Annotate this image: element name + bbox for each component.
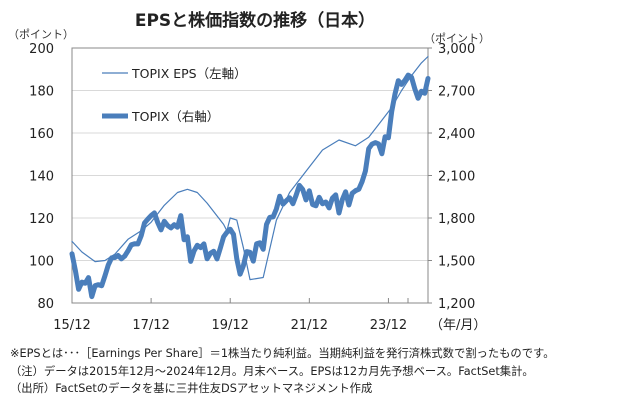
x-tick-label: 15/12 (53, 318, 90, 333)
right-tick-label: 1,800 (438, 212, 475, 227)
left-tick-label: 180 (29, 85, 54, 100)
footnotes: ※EPSとは･･･［Earnings Per Share］＝1株当たり純利益。当… (10, 345, 555, 398)
note-source: （出所）FactSetのデータを基に三井住友DSアセットマネジメント作成 (10, 382, 373, 395)
note-eps-definition: ※EPSとは･･･［Earnings Per Share］＝1株当たり純利益。当… (10, 347, 555, 360)
left-tick-label: 200 (29, 42, 54, 57)
right-tick-label: 2,100 (438, 170, 475, 185)
right-axis-unit: （ポイント） (424, 32, 490, 45)
x-tick-label: 21/12 (291, 318, 328, 333)
x-tick-label: 17/12 (132, 318, 169, 333)
left-tick-label: 160 (29, 127, 54, 142)
x-axis-unit: （年/月） (430, 318, 486, 333)
legend-label-eps: TOPIX EPS（左軸） (131, 66, 247, 81)
left-tick-label: 120 (29, 212, 54, 227)
topix-line (69, 72, 431, 300)
left-tick-label: 100 (29, 255, 54, 270)
legend-label-topix: TOPIX（右軸） (131, 109, 219, 124)
x-tick-label: 19/12 (211, 318, 248, 333)
right-tick-label: 2,700 (438, 85, 475, 100)
x-tick-label: 23/12 (370, 318, 407, 333)
right-tick-label: 2,400 (438, 127, 475, 142)
chart-svg: 80 100 120 140 160 180 200 1,200 1,500 1,800 2,100… (29, 42, 486, 333)
left-tick-label: 140 (29, 170, 54, 185)
left-tick-label: 80 (37, 297, 54, 312)
right-tick-label: 1,200 (438, 297, 475, 312)
right-tick-label: 3,000 (438, 42, 475, 57)
note-data-remarks: （注）データは2015年12月～2024年12月。月末ベース。EPSは12カ月先… (10, 364, 534, 378)
plot-area (71, 47, 429, 304)
eps-line (71, 55, 429, 281)
chart-title: EPSと株価指数の推移（日本） (134, 11, 376, 31)
left-axis-unit: （ポイント） (8, 28, 74, 41)
right-tick-label: 1,500 (438, 255, 475, 270)
